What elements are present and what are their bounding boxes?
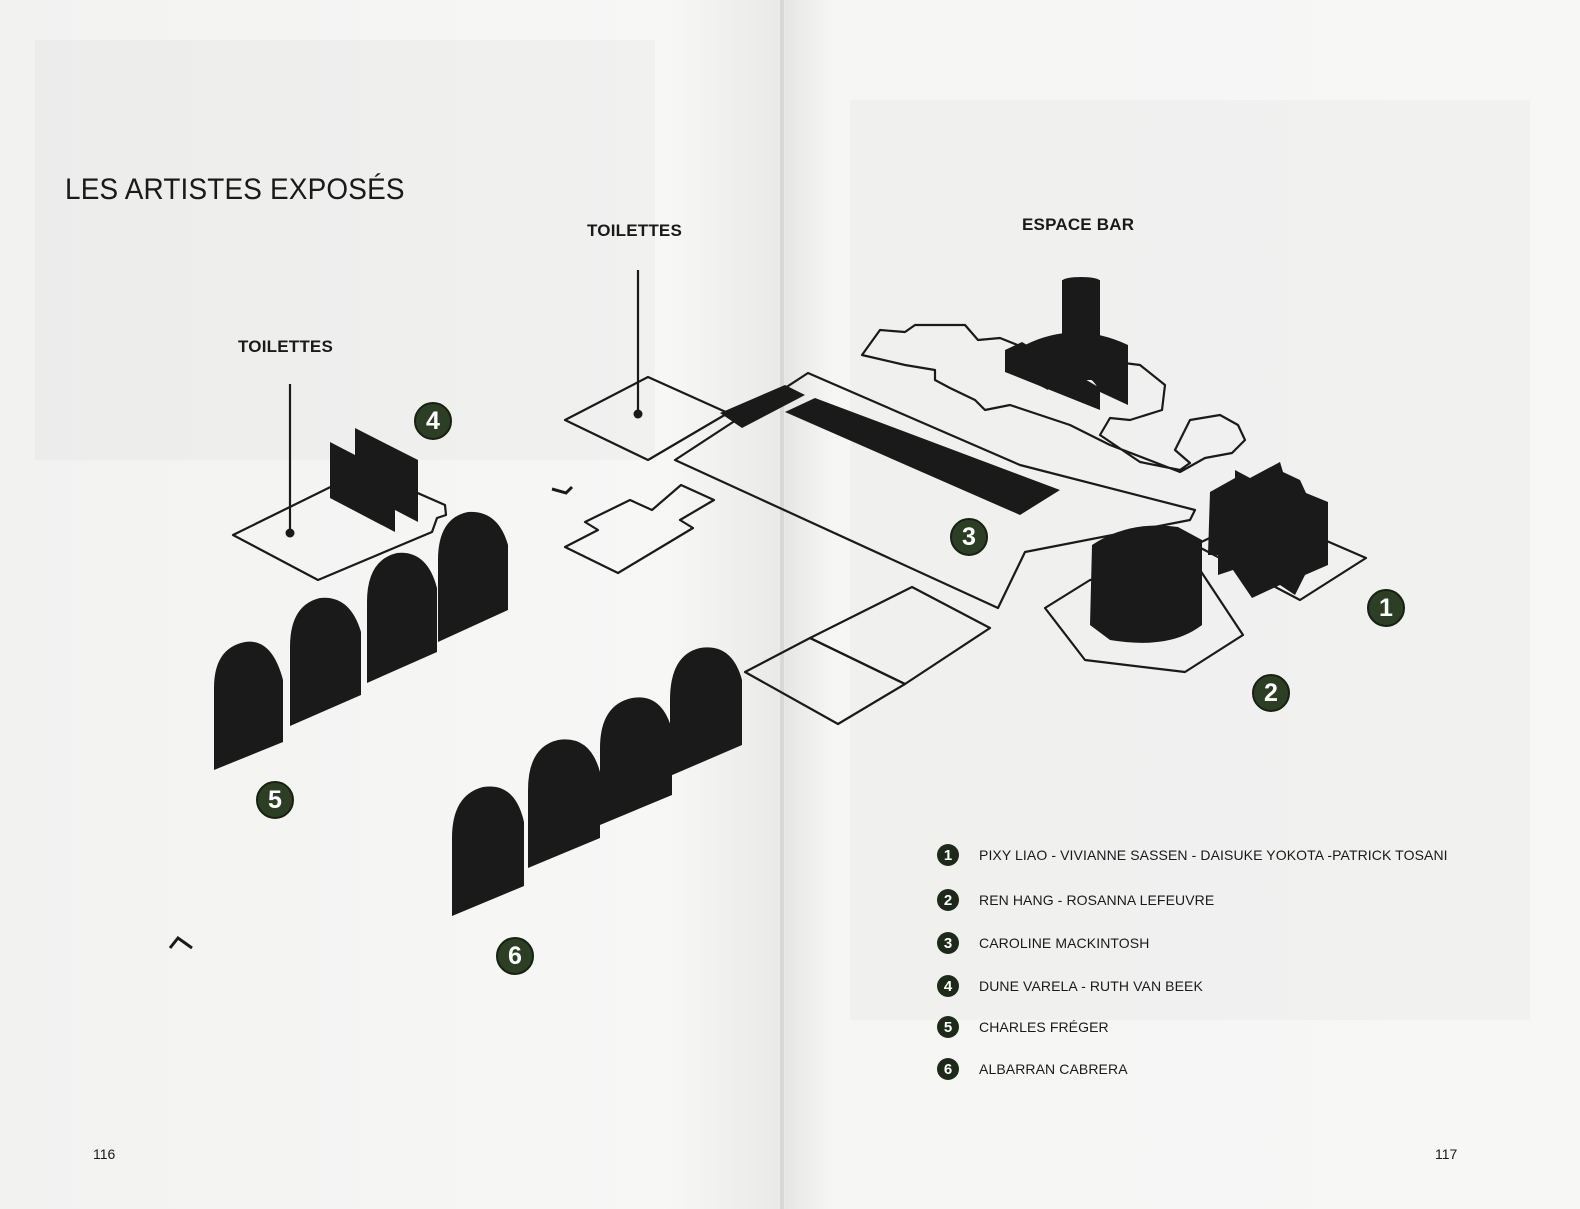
exhibit-arch-zone-5 — [438, 511, 508, 642]
label-espace-bar: ESPACE BAR — [1022, 215, 1135, 234]
legend-artists: PIXY LIAO - VIVIANNE SASSEN - DAISUKE YO… — [979, 847, 1448, 863]
bar-counter — [1025, 332, 1128, 405]
exhibit-arch-zone-6 — [600, 697, 672, 825]
legend-item: 5 CHARLES FRÉGER — [937, 1016, 1109, 1038]
exhibit-arch-zone-5 — [367, 552, 437, 683]
legend-number-badge: 3 — [937, 932, 959, 954]
exhibit-curved-wall-zone-2 — [1090, 525, 1202, 643]
floor-outline-main-corridor — [673, 371, 1197, 610]
bar-bench — [1005, 342, 1100, 410]
exhibit-fins-zone-1 — [1208, 462, 1328, 598]
legend-number-badge: 1 — [937, 844, 959, 866]
page-number-left: 116 — [93, 1146, 116, 1162]
legend-artists: REN HANG - ROSANNA LEFEUVRE — [979, 892, 1215, 908]
zone-badge-1: 1 — [1367, 589, 1405, 627]
exhibit-arch-zone-5 — [214, 641, 283, 770]
floor-outline-bar-area — [860, 323, 1247, 474]
book-spine — [780, 0, 784, 1209]
arrow-icon — [168, 935, 193, 950]
legend-item: 4 DUNE VARELA - RUTH VAN BEEK — [937, 975, 1203, 997]
floor-outline-cross-room — [563, 483, 716, 575]
legend-number-badge: 2 — [937, 889, 959, 911]
exhibit-panel-corridor-short — [720, 385, 805, 428]
floor-outline-square-room-bottom — [743, 636, 907, 726]
legend-number-badge: 4 — [937, 975, 959, 997]
legend-artists: CHARLES FRÉGER — [979, 1019, 1109, 1035]
exhibit-arch-zone-6 — [528, 739, 600, 868]
exhibit-panels-zone-4 — [330, 428, 418, 532]
label-toilettes-left: TOILETTES — [238, 337, 333, 356]
exhibit-arch-zone-6 — [670, 647, 742, 776]
legend-item: 6 ALBARRAN CABRERA — [937, 1058, 1128, 1080]
page-title: LES ARTISTES EXPOSÉS — [65, 173, 405, 207]
exhibit-arch-zone-5 — [290, 597, 361, 726]
legend-artists: DUNE VARELA - RUTH VAN BEEK — [979, 978, 1203, 994]
arrow-icon — [551, 485, 574, 495]
label-toilettes-center: TOILETTES — [587, 221, 682, 240]
zone-badge-2: 2 — [1252, 674, 1290, 712]
zone-badge-6: 6 — [496, 937, 534, 975]
legend-artists: ALBARRAN CABRERA — [979, 1061, 1128, 1077]
legend-number-badge: 5 — [937, 1016, 959, 1038]
floor-outline-zone-2 — [1043, 568, 1245, 674]
floor-outline-square-room-top — [808, 585, 992, 686]
floor-outline-center-toilettes — [563, 375, 730, 462]
zone-badge-4: 4 — [414, 402, 452, 440]
zone-badge-3: 3 — [950, 518, 988, 556]
exhibit-panel-corridor-long — [785, 398, 1060, 515]
marker-dot-left-toilettes — [285, 528, 295, 538]
zone-badge-5: 5 — [256, 781, 294, 819]
exhibit-arch-zone-6 — [452, 786, 524, 916]
marker-dot-center-toilettes — [633, 409, 643, 419]
legend-item: 2 REN HANG - ROSANNA LEFEUVRE — [937, 889, 1214, 911]
page-number-right: 117 — [1435, 1146, 1458, 1162]
legend-artists: CAROLINE MACKINTOSH — [979, 935, 1150, 951]
legend-item: 3 CAROLINE MACKINTOSH — [937, 932, 1149, 954]
legend-number-badge: 6 — [937, 1058, 959, 1080]
legend-item: 1 PIXY LIAO - VIVIANNE SASSEN - DAISUKE … — [937, 844, 1448, 866]
